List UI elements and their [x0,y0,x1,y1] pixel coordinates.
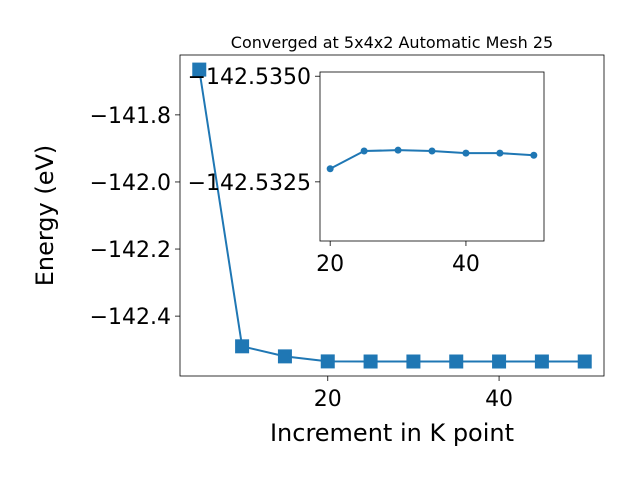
y-tick-label: −142.5350 [188,65,311,90]
y-tick-label: −142.5325 [188,171,311,196]
x-tick-label: 20 [314,387,342,412]
marker [496,149,504,157]
marker [534,354,549,369]
marker [326,165,334,173]
marker [394,146,402,154]
x-tick-label: 40 [485,387,513,412]
x-axis-label: Increment in K point [270,419,514,447]
chart-title: Converged at 5x4x2 Automatic Mesh 25 [231,33,553,52]
y-axis-label: Energy (eV) [31,145,59,287]
y-tick-label: −142.2 [90,238,171,263]
y-tick-label: −142.0 [90,171,171,196]
marker [577,354,592,369]
marker [320,354,335,369]
axes-frame [319,71,545,242]
marker [492,354,507,369]
data-line [198,69,585,363]
marker [363,354,378,369]
marker [462,149,470,157]
marker [406,354,421,369]
marker [428,147,436,155]
y-tick-label: −141.8 [90,104,171,129]
x-tick-label: 20 [316,252,344,277]
marker [192,62,207,77]
marker [449,354,464,369]
x-tick-label: 40 [452,252,480,277]
y-tick-label: −142.4 [90,305,171,330]
marker [277,349,292,364]
marker [530,151,538,159]
marker [235,339,250,354]
marker [360,147,368,155]
